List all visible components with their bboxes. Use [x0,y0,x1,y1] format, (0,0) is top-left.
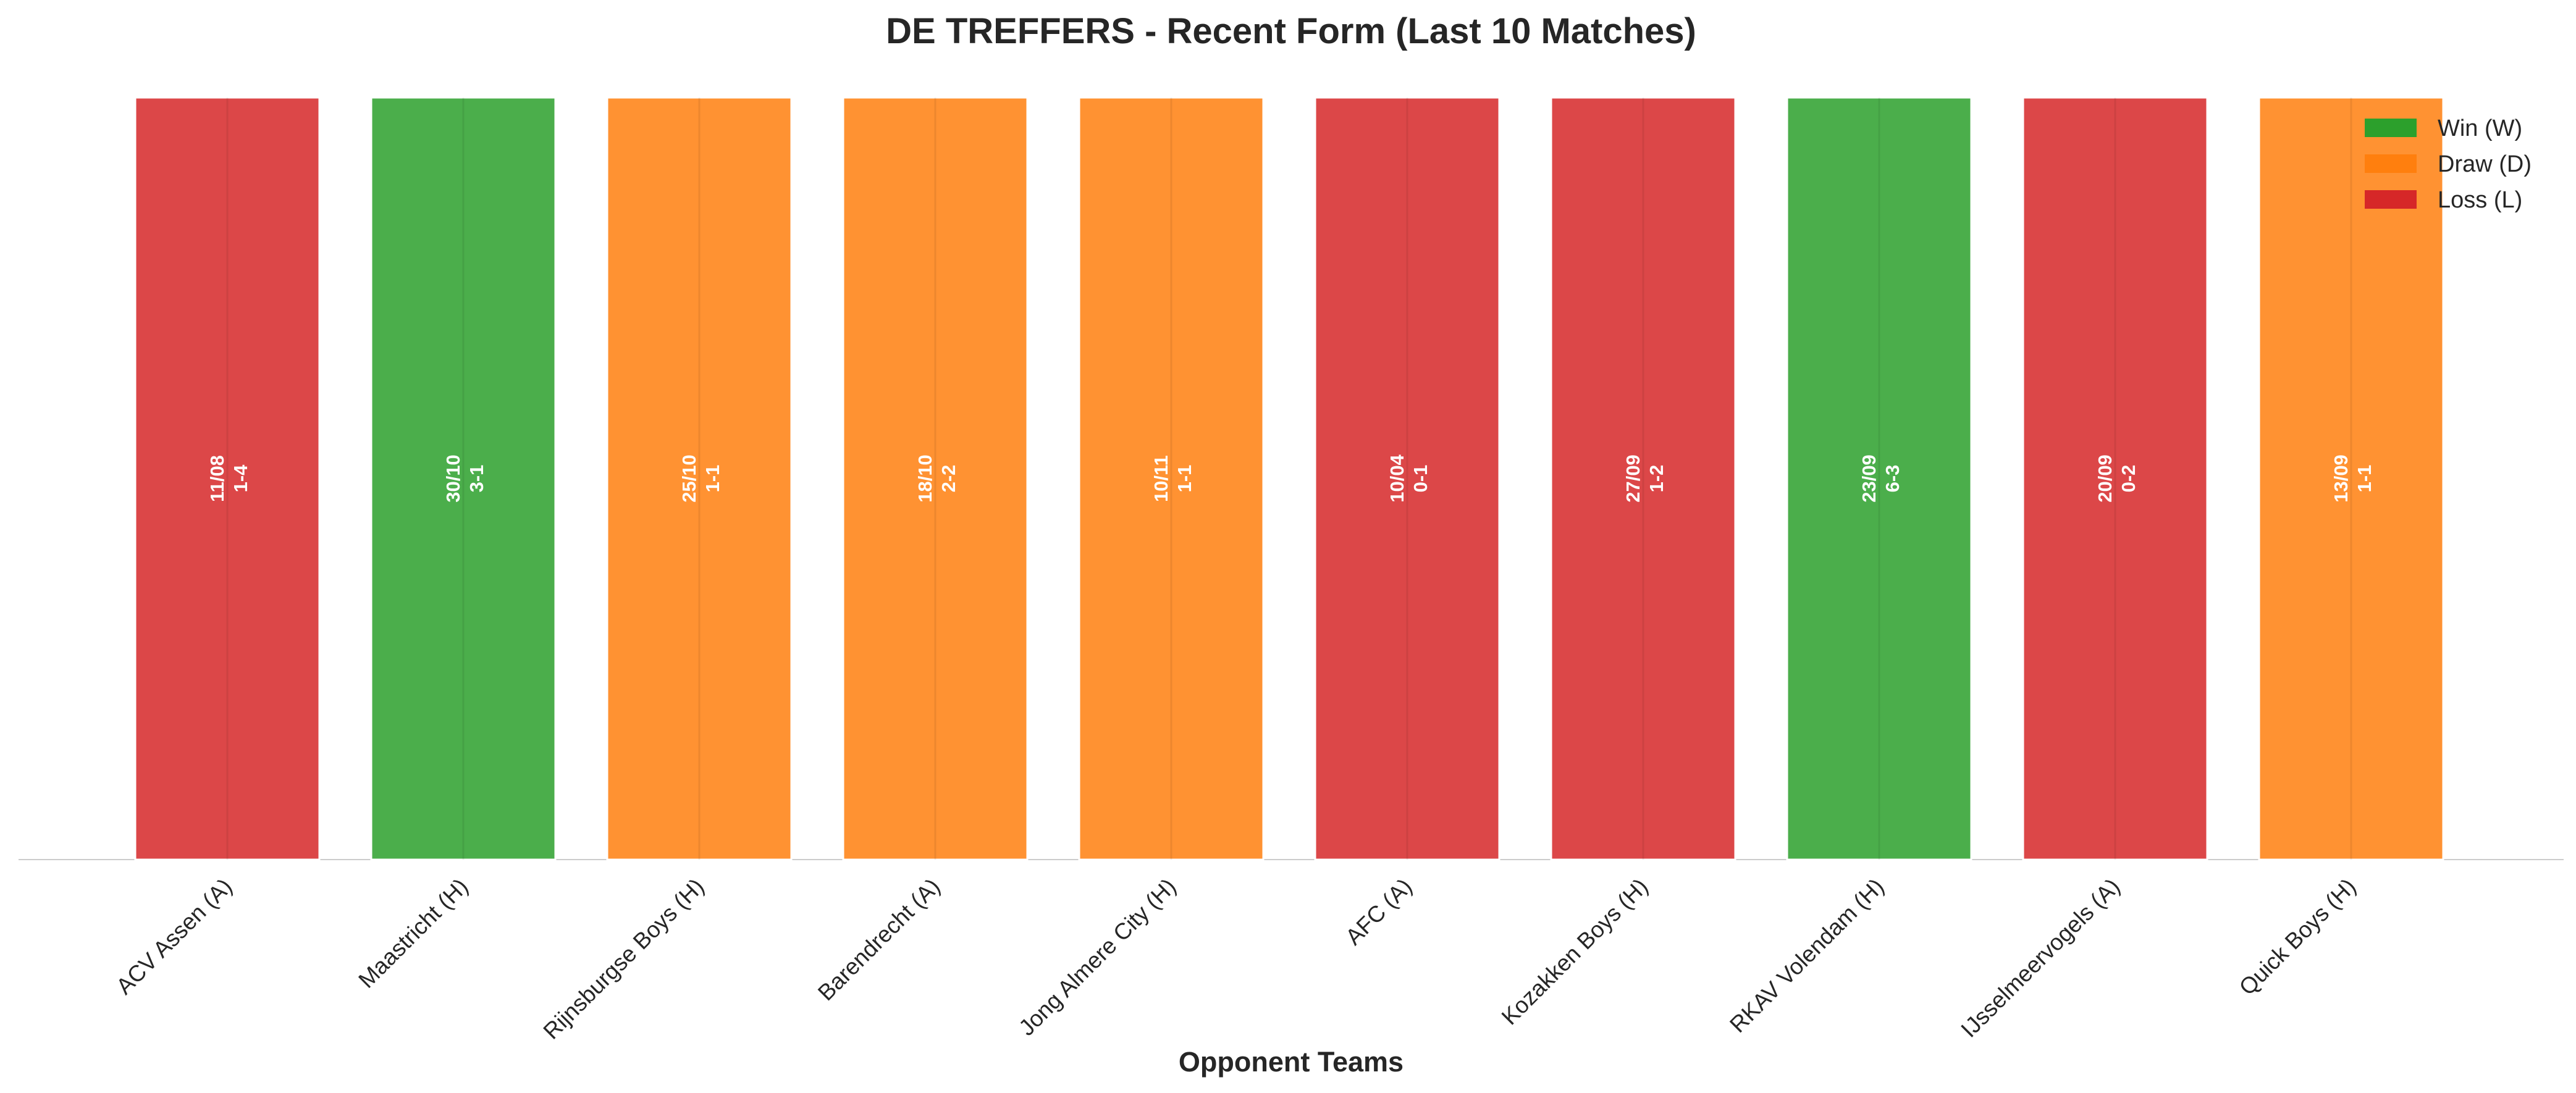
bar [2022,96,2208,861]
legend: Win (W) Draw (D) Loss (L) [2365,115,2532,213]
x-tick-label: ACV Assen (A) [111,874,237,999]
legend-swatch [2365,119,2417,137]
bar-data-label: 27/091-2 [1622,454,1667,503]
bar-score-label: 1-1 [1174,465,1195,493]
bar-score-label: 0-1 [1410,465,1431,493]
bar-score-label: 1-1 [2354,465,2375,493]
x-tick-label: Rijnsburgse Boys (H) [538,874,709,1044]
bar-data-label: 18/102-2 [914,454,959,503]
bar-data-label: 13/091-1 [2330,454,2375,503]
bar-data-label: 30/103-1 [442,454,487,503]
bar [842,96,1029,861]
chart-title: DE TREFFERS - Recent Form (Last 10 Match… [886,11,1696,51]
bar [134,96,321,861]
bar-date-label: 10/04 [1386,454,1408,502]
bar-date-label: 11/08 [206,455,228,502]
bar-score-label: 1-1 [702,465,723,493]
x-tick-label: AFC (A) [1341,874,1416,950]
bar-data-label: 10/111-1 [1150,455,1195,502]
bar-data-label: 23/096-3 [1858,454,1903,503]
legend-label: Win (W) [2438,115,2522,141]
bar-score-label: 6-3 [1882,465,1903,493]
bar-data-label: 10/040-1 [1386,454,1431,502]
x-axis-label: Opponent Teams [1179,1046,1404,1078]
bar-date-label: 10/11 [1150,455,1172,502]
legend-label: Draw (D) [2438,151,2532,177]
bar-score-label: 1-2 [1646,465,1667,493]
bar [2258,96,2444,861]
bars: 11/081-4 30/103-1 25/101-1 18/102-2 10/111-1… [134,96,2444,861]
bar-score-label: 1-4 [230,464,251,493]
bar-score-label: 0-2 [2118,465,2139,493]
legend-swatch [2365,154,2417,173]
x-tick-labels: ACV Assen (A) Maastricht (H) Rijnsburgse B… [111,874,2360,1044]
bar-date-label: 20/09 [2094,454,2116,503]
x-tick-label: RKAV Volendam (H) [1725,874,1889,1038]
bar [1078,96,1265,861]
bar-score-label: 2-2 [938,465,959,493]
bar [370,96,557,861]
bar [1314,96,1501,861]
x-tick-label: IJsselmeervogels (A) [1956,874,2124,1042]
bar-date-label: 30/10 [442,454,464,503]
legend-label: Loss (L) [2438,187,2522,213]
bar-data-label: 11/081-4 [206,455,251,502]
bar-date-label: 25/10 [678,454,700,503]
bar-date-label: 27/09 [1622,454,1644,503]
bar [1786,96,1972,861]
bar-date-label: 23/09 [1858,454,1880,503]
bar [1550,96,1736,861]
bar-data-label: 20/090-2 [2094,454,2139,503]
x-tick-label: Kozakken Boys (H) [1497,874,1653,1030]
legend-swatch [2365,190,2417,209]
x-tick-label: Barendrecht (A) [813,874,945,1006]
bar [606,96,793,861]
bar-date-label: 13/09 [2330,454,2352,503]
bar-data-label: 25/101-1 [678,454,723,503]
x-tick-label: Quick Boys (H) [2234,874,2361,1000]
x-tick-label: Maastricht (H) [353,874,473,993]
bar-date-label: 18/10 [914,454,936,503]
bar-score-label: 3-1 [466,465,487,493]
x-tick-label: Jong Almere City (H) [1014,874,1181,1041]
